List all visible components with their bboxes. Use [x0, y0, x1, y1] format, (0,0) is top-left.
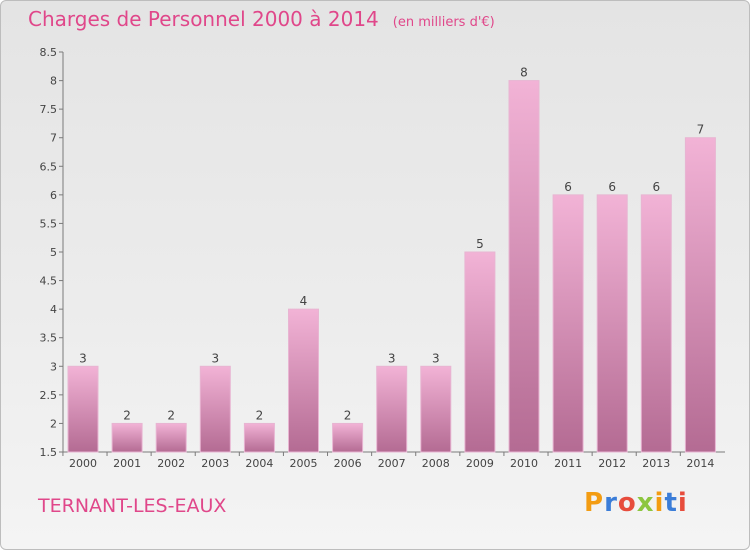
x-tick-label: 2014 — [686, 457, 714, 470]
x-tick-label: 2007 — [378, 457, 406, 470]
data-label: 8 — [520, 66, 528, 80]
y-tick-label: 4 — [50, 303, 57, 316]
logo-letter: x — [636, 488, 655, 518]
data-label: 3 — [79, 351, 87, 365]
chart-subtitle: (en milliers d'€) — [392, 15, 495, 30]
data-label: 2 — [123, 408, 131, 422]
data-label: 6 — [608, 180, 616, 194]
x-tick-label: 2003 — [201, 457, 229, 470]
y-tick-label: 3 — [50, 360, 57, 373]
proxiti-logo: Proxiti — [584, 488, 688, 518]
bar — [243, 422, 275, 453]
x-tick-label: 2009 — [466, 457, 494, 470]
y-tick-label: 5 — [50, 246, 57, 259]
bar — [332, 422, 364, 453]
bar — [552, 194, 584, 453]
bar — [596, 194, 628, 453]
y-tick-label: 8.5 — [40, 46, 58, 59]
y-tick-label: 7 — [50, 132, 57, 145]
logo-letter: i — [677, 488, 688, 518]
data-label: 2 — [344, 408, 352, 422]
bar — [155, 422, 187, 453]
y-tick-label: 8 — [50, 75, 57, 88]
bar — [640, 194, 672, 453]
data-label: 6 — [652, 180, 660, 194]
x-tick-label: 2002 — [157, 457, 185, 470]
data-label: 2 — [256, 408, 264, 422]
x-tick-label: 2006 — [334, 457, 362, 470]
y-tick-label: 7.5 — [40, 103, 58, 116]
x-tick-label: 2011 — [554, 457, 582, 470]
x-tick-label: 2000 — [69, 457, 97, 470]
y-tick-label: 2 — [50, 417, 57, 430]
data-label: 3 — [388, 351, 396, 365]
data-label: 2 — [167, 408, 175, 422]
bar — [376, 365, 408, 453]
bar — [111, 422, 143, 453]
x-tick-label: 2013 — [642, 457, 670, 470]
bar — [199, 365, 231, 453]
logo-letter: t — [664, 488, 678, 518]
bar — [508, 80, 540, 453]
y-tick-label: 1.5 — [40, 446, 58, 459]
x-tick-label: 2010 — [510, 457, 538, 470]
y-tick-label: 2.5 — [40, 389, 58, 402]
city-name: TERNANT-LES-EAUX — [38, 495, 227, 517]
chart-title: Charges de Personnel 2000 à 2014 — [28, 7, 379, 31]
bar — [464, 251, 496, 453]
x-tick-label: 2005 — [290, 457, 318, 470]
logo-letter: r — [604, 488, 618, 518]
x-tick-label: 2004 — [245, 457, 273, 470]
data-label: 5 — [476, 237, 484, 251]
bar — [288, 308, 319, 453]
data-label: 3 — [211, 351, 219, 365]
y-tick-label: 5.5 — [40, 217, 58, 230]
x-tick-label: 2008 — [422, 457, 450, 470]
x-tick-label: 2012 — [598, 457, 626, 470]
bar — [420, 365, 452, 453]
title-row: Charges de Personnel 2000 à 2014 (en mill… — [28, 7, 495, 31]
data-label: 3 — [432, 351, 440, 365]
y-tick-label: 6.5 — [40, 160, 58, 173]
y-tick-label: 4.5 — [40, 275, 58, 288]
data-label: 6 — [564, 180, 572, 194]
data-label: 7 — [697, 123, 705, 137]
logo-letter: i — [654, 488, 665, 518]
data-label: 4 — [300, 294, 308, 308]
bar — [67, 365, 99, 453]
logo-letter: o — [617, 488, 637, 518]
bar — [684, 137, 716, 453]
y-tick-label: 6 — [50, 189, 57, 202]
logo-letter: P — [584, 488, 605, 518]
y-tick-label: 3.5 — [40, 332, 58, 345]
x-tick-label: 2001 — [113, 457, 141, 470]
